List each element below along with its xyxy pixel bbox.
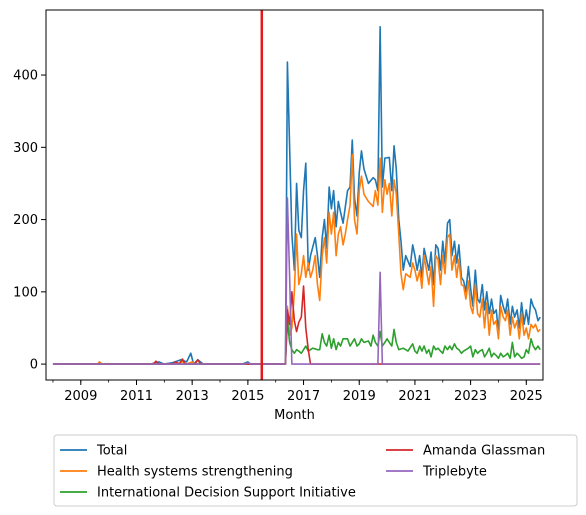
legend-label: Triplebyte bbox=[422, 465, 487, 480]
x-tick-label: 2019 bbox=[343, 389, 376, 404]
legend-label: International Decision Support Initiativ… bbox=[97, 486, 356, 501]
series-line-0 bbox=[52, 25, 541, 365]
x-tick-label: 2011 bbox=[120, 389, 153, 404]
series-line-1 bbox=[52, 153, 541, 365]
x-tick-label: 2023 bbox=[454, 389, 487, 404]
legend-label: Amanda Glassman bbox=[423, 444, 545, 459]
series-line-2 bbox=[52, 319, 541, 365]
x-tick-label: 2021 bbox=[398, 389, 431, 404]
y-tick-label: 400 bbox=[13, 69, 38, 84]
plot-frame bbox=[45, 9, 544, 381]
y-tick-label: 0 bbox=[30, 358, 38, 373]
x-tick-label: 2017 bbox=[287, 389, 320, 404]
y-axis: 0 100 200 300 400 bbox=[13, 69, 46, 373]
series-line-3 bbox=[52, 285, 541, 365]
x-tick-label: 2015 bbox=[231, 389, 264, 404]
legend-box bbox=[53, 434, 578, 507]
y-tick-label: 300 bbox=[13, 141, 38, 156]
y-tick-label: 100 bbox=[13, 285, 38, 300]
legend-label: Total bbox=[96, 444, 127, 459]
y-tick-label: 200 bbox=[13, 213, 38, 228]
x-tick-label: 2025 bbox=[510, 389, 543, 404]
x-axis: 2009 2011 2013 2015 2017 2019 2021 2023 2025 bbox=[52, 380, 543, 404]
x-tick-label: 2009 bbox=[64, 389, 97, 404]
series-layer bbox=[52, 25, 541, 365]
legend: Total Health systems strengthening Interna… bbox=[53, 434, 578, 507]
x-axis-label: Month bbox=[274, 408, 315, 423]
legend-label: Health systems strengthening bbox=[97, 465, 293, 480]
series-line-4 bbox=[52, 197, 541, 365]
x-tick-label: 2013 bbox=[176, 389, 209, 404]
